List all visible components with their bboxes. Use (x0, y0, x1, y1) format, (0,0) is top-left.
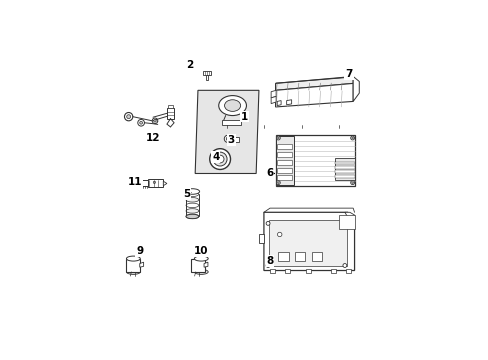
Ellipse shape (185, 214, 198, 219)
FancyBboxPatch shape (269, 220, 346, 266)
Ellipse shape (185, 198, 198, 202)
FancyBboxPatch shape (277, 160, 292, 165)
Text: 8: 8 (266, 256, 273, 266)
Ellipse shape (351, 182, 353, 184)
Ellipse shape (153, 181, 155, 184)
FancyBboxPatch shape (231, 136, 239, 141)
Polygon shape (264, 212, 354, 270)
FancyBboxPatch shape (334, 158, 354, 180)
Ellipse shape (265, 264, 269, 267)
FancyBboxPatch shape (277, 175, 292, 180)
Ellipse shape (342, 264, 346, 267)
Ellipse shape (185, 214, 198, 219)
Ellipse shape (224, 100, 240, 111)
Polygon shape (277, 100, 281, 105)
Polygon shape (270, 96, 276, 104)
FancyBboxPatch shape (305, 269, 310, 273)
FancyBboxPatch shape (142, 180, 148, 186)
FancyBboxPatch shape (335, 175, 354, 177)
Polygon shape (140, 262, 143, 267)
Ellipse shape (152, 118, 158, 123)
Ellipse shape (277, 182, 279, 184)
Text: 2: 2 (186, 60, 193, 70)
FancyBboxPatch shape (294, 252, 305, 261)
FancyBboxPatch shape (311, 252, 322, 261)
FancyBboxPatch shape (346, 269, 350, 273)
Text: 9: 9 (136, 246, 143, 256)
Ellipse shape (126, 256, 140, 261)
Text: 6: 6 (266, 168, 273, 179)
FancyBboxPatch shape (221, 120, 241, 125)
Polygon shape (286, 100, 291, 105)
FancyBboxPatch shape (275, 135, 355, 186)
Text: 7: 7 (345, 69, 352, 79)
FancyBboxPatch shape (335, 166, 354, 169)
FancyBboxPatch shape (167, 105, 173, 108)
FancyBboxPatch shape (126, 258, 140, 272)
Text: 3: 3 (227, 135, 234, 145)
Ellipse shape (194, 269, 208, 274)
Ellipse shape (126, 269, 140, 274)
Polygon shape (275, 76, 352, 90)
FancyBboxPatch shape (278, 252, 288, 261)
Ellipse shape (276, 181, 280, 185)
Ellipse shape (276, 136, 280, 140)
Polygon shape (203, 72, 211, 75)
Ellipse shape (226, 137, 229, 140)
FancyBboxPatch shape (330, 269, 335, 273)
FancyBboxPatch shape (166, 108, 174, 118)
Ellipse shape (124, 112, 133, 121)
Ellipse shape (277, 232, 282, 237)
Ellipse shape (350, 136, 354, 140)
FancyBboxPatch shape (335, 170, 354, 173)
Polygon shape (163, 181, 166, 186)
FancyBboxPatch shape (277, 168, 292, 173)
Ellipse shape (153, 120, 156, 122)
Text: 12: 12 (145, 133, 160, 143)
Polygon shape (203, 262, 207, 267)
Text: 11: 11 (127, 177, 142, 187)
Ellipse shape (218, 96, 246, 116)
Ellipse shape (213, 152, 226, 166)
FancyBboxPatch shape (285, 269, 290, 273)
Polygon shape (270, 90, 276, 98)
Polygon shape (206, 75, 208, 80)
FancyBboxPatch shape (339, 215, 354, 229)
Text: 5: 5 (183, 189, 190, 199)
Ellipse shape (216, 155, 224, 163)
Ellipse shape (185, 189, 199, 194)
Ellipse shape (138, 120, 144, 126)
Polygon shape (195, 90, 259, 174)
Ellipse shape (185, 209, 198, 213)
Ellipse shape (224, 135, 231, 143)
Ellipse shape (185, 203, 198, 208)
FancyBboxPatch shape (190, 258, 204, 272)
FancyBboxPatch shape (277, 144, 292, 149)
Ellipse shape (140, 121, 142, 124)
Ellipse shape (265, 221, 269, 225)
Polygon shape (344, 212, 354, 221)
Ellipse shape (209, 149, 230, 170)
Polygon shape (275, 84, 352, 107)
Ellipse shape (351, 137, 353, 139)
Ellipse shape (277, 137, 279, 139)
FancyBboxPatch shape (269, 269, 274, 273)
FancyBboxPatch shape (277, 152, 292, 157)
Ellipse shape (342, 221, 346, 225)
Ellipse shape (185, 192, 198, 197)
Polygon shape (352, 76, 359, 102)
Text: 1: 1 (241, 112, 247, 122)
FancyBboxPatch shape (335, 162, 354, 164)
Ellipse shape (350, 181, 354, 185)
Ellipse shape (126, 115, 130, 118)
FancyBboxPatch shape (148, 179, 163, 187)
Ellipse shape (194, 256, 208, 261)
Text: 10: 10 (193, 246, 207, 256)
Text: 4: 4 (212, 152, 219, 162)
Polygon shape (259, 234, 264, 243)
FancyBboxPatch shape (275, 136, 294, 185)
